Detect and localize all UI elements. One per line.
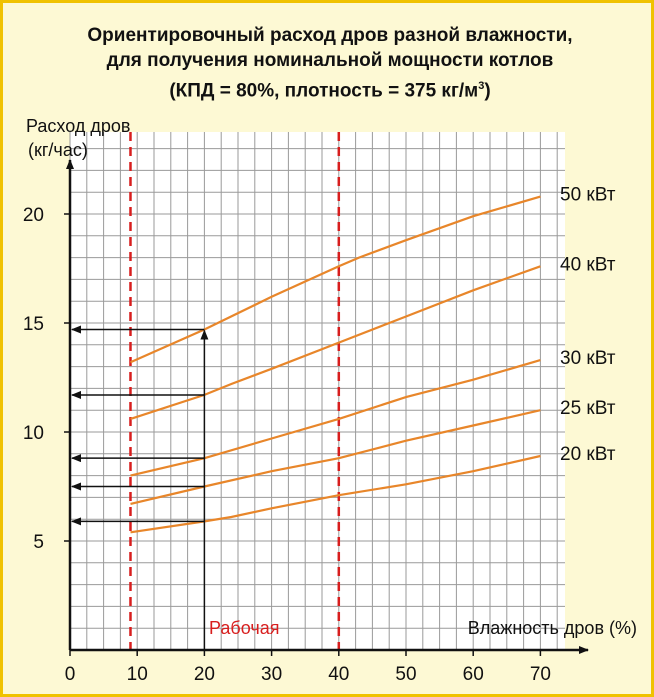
chart-subtitle-params: (КПД = 80%, плотность = 375 кг/м3) bbox=[3, 75, 654, 102]
x-tick-label: 0 bbox=[65, 664, 76, 685]
series-label: 20 кВт bbox=[560, 444, 616, 465]
y-axis-label-line1: Расход дров bbox=[26, 116, 130, 136]
y-tick-label: 5 bbox=[33, 532, 44, 553]
chart-subtitle-params-sup: 3 bbox=[478, 80, 485, 92]
series-label: 40 кВт bbox=[560, 254, 616, 275]
series-line bbox=[130, 454, 541, 534]
x-tick-label: 10 bbox=[127, 664, 148, 685]
reference-lines bbox=[129, 132, 341, 650]
reading-arrows bbox=[71, 325, 209, 650]
chart-subtitle: для получения номинальной мощности котло… bbox=[106, 50, 554, 71]
x-tick-label: 50 bbox=[395, 664, 416, 685]
x-tick-label: 70 bbox=[530, 664, 551, 685]
series-label: 50 кВт bbox=[560, 185, 616, 206]
series-line bbox=[130, 265, 541, 420]
x-tick-label: 60 bbox=[463, 664, 484, 685]
plot-background bbox=[70, 132, 565, 650]
chart-subtitle-params-main: (КПД = 80%, плотность = 375 кг/м bbox=[169, 80, 479, 102]
x-tick-label: 20 bbox=[194, 664, 215, 685]
x-axis-label: Влажность дров (%) bbox=[468, 618, 637, 638]
y-tick-label: 10 bbox=[23, 423, 44, 444]
axis-labels: 50 кВт 40 кВт 30 кВт 25 кВт 20 кВт 0 10 20 30 40 5… bbox=[23, 116, 637, 685]
y-axis-label-line2: (кг/час) bbox=[28, 140, 88, 160]
chart-title: Ориентировочный расход дров разной влажн… bbox=[87, 25, 573, 46]
chart-subtitle-params-end: ) bbox=[484, 80, 491, 102]
series-label: 30 кВт bbox=[560, 348, 616, 369]
series-label: 25 кВт bbox=[560, 398, 616, 419]
axes bbox=[64, 159, 589, 656]
series-line bbox=[130, 195, 541, 364]
working-zone-label: Рабочая bbox=[209, 618, 279, 638]
x-tick-label: 30 bbox=[261, 664, 282, 685]
y-tick-label: 15 bbox=[23, 314, 44, 335]
y-tick-label: 20 bbox=[23, 205, 44, 226]
x-tick-label: 40 bbox=[328, 664, 349, 685]
grid bbox=[69, 132, 565, 651]
